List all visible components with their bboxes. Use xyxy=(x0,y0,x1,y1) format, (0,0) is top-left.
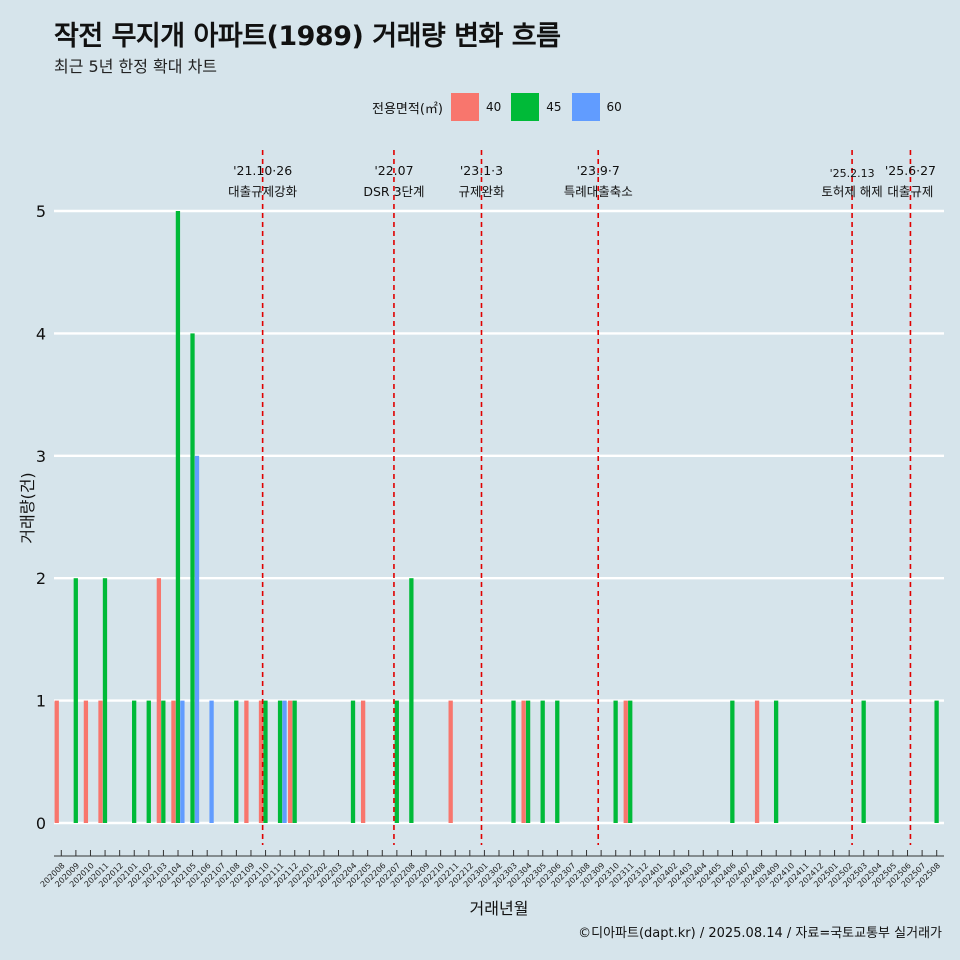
event-label: 대출규제강화 xyxy=(228,184,298,199)
event-label: DSR 3단계 xyxy=(363,184,424,199)
bar-40-202104 xyxy=(171,700,176,823)
bar-60-202111 xyxy=(282,700,287,823)
bar-45-202305 xyxy=(540,700,545,823)
y-tick-label: 5 xyxy=(36,202,46,221)
bar-45-202104 xyxy=(175,211,181,823)
bar-40-202205 xyxy=(360,700,366,823)
bar-45-202409 xyxy=(773,700,779,823)
event-label: 대출규제 xyxy=(887,184,933,199)
legend-item-45: 45 xyxy=(511,93,562,121)
bar-40-202304 xyxy=(521,700,526,823)
chart-title: 작전 무지개 아파트(1989) 거래량 변화 흐름 xyxy=(54,21,561,52)
event-date: '25.2.13 xyxy=(830,167,875,180)
bar-45-202009 xyxy=(73,578,78,823)
bar-45-202503 xyxy=(861,700,866,823)
bar-45-202311 xyxy=(628,700,633,823)
legend-item-40: 40 xyxy=(450,93,502,121)
legend-item-60: 60 xyxy=(571,93,622,121)
bar-45-202406 xyxy=(730,700,735,823)
bar-60-202106 xyxy=(209,700,214,823)
bar-40-202311 xyxy=(623,700,628,823)
event-label: 규제완화 xyxy=(458,184,505,199)
x-axis-title: 거래년월 xyxy=(470,899,529,918)
event-label: 특례대출축소 xyxy=(564,184,633,199)
legend-label-45: 45 xyxy=(546,100,562,114)
bar-45-202105 xyxy=(190,333,195,823)
bar-45-202101 xyxy=(132,700,137,823)
bar-45-202108 xyxy=(234,700,239,823)
bar-60-202104 xyxy=(180,700,185,823)
bar-40-202109 xyxy=(244,700,249,823)
legend-swatch-40 xyxy=(450,93,479,121)
event-date: '25.6·27 xyxy=(885,163,936,178)
legend-swatch-45 xyxy=(511,93,540,121)
event-label: 토허제 해제 xyxy=(821,184,882,199)
y-tick-label: 4 xyxy=(36,324,46,343)
bar-40-202211 xyxy=(448,700,453,823)
y-tick-label: 3 xyxy=(36,447,46,466)
bar-45-202310 xyxy=(613,700,618,823)
bar-45-202103 xyxy=(161,700,166,823)
y-tick-label: 2 xyxy=(36,569,46,588)
bar-45-202208 xyxy=(409,578,414,823)
bar-45-202303 xyxy=(511,700,516,823)
event-date: '23.9·7 xyxy=(577,163,620,178)
bar-40-202112 xyxy=(288,700,293,823)
legend: 전용면적(㎡) 40 45 60 xyxy=(372,93,632,121)
y-axis-title: 거래량(건) xyxy=(18,472,37,543)
bar-45-202110 xyxy=(263,700,268,823)
legend-label-40: 40 xyxy=(485,100,502,114)
bar-40-202010 xyxy=(83,700,89,823)
chart-subtitle: 최근 5년 한정 확대 차트 xyxy=(54,57,218,76)
legend-title: 전용면적(㎡) xyxy=(372,101,443,117)
bar-60-202105 xyxy=(194,455,200,823)
bar-45-202111 xyxy=(277,700,283,823)
event-date: '23.1·3 xyxy=(460,163,503,178)
bar-40-202011 xyxy=(98,700,103,823)
bar-45-202011 xyxy=(102,578,108,823)
bar-45-202204 xyxy=(350,700,356,823)
bar-45-202102 xyxy=(146,700,151,823)
y-tick-label: 1 xyxy=(36,692,46,711)
y-tick-label: 0 xyxy=(36,814,46,833)
bar-45-202112 xyxy=(292,700,297,823)
event-date: '21.10·26 xyxy=(233,163,292,178)
legend-label-60: 60 xyxy=(606,100,622,114)
legend-swatch-60 xyxy=(571,93,600,121)
bar-40-202103 xyxy=(156,578,162,823)
bar-45-202207 xyxy=(394,700,399,823)
bar-45-202304 xyxy=(525,700,531,823)
event-date: '22.07 xyxy=(374,163,413,178)
bar-40-202110 xyxy=(258,700,264,823)
bar-45-202306 xyxy=(555,700,560,823)
source-caption: ©디아파트(dapt.kr) / 2025.08.14 / 자료=국토교통부 실… xyxy=(578,926,942,941)
bar-40-202408 xyxy=(754,700,760,823)
bar-40-202008 xyxy=(54,700,59,823)
bar-45-202508 xyxy=(934,700,939,823)
